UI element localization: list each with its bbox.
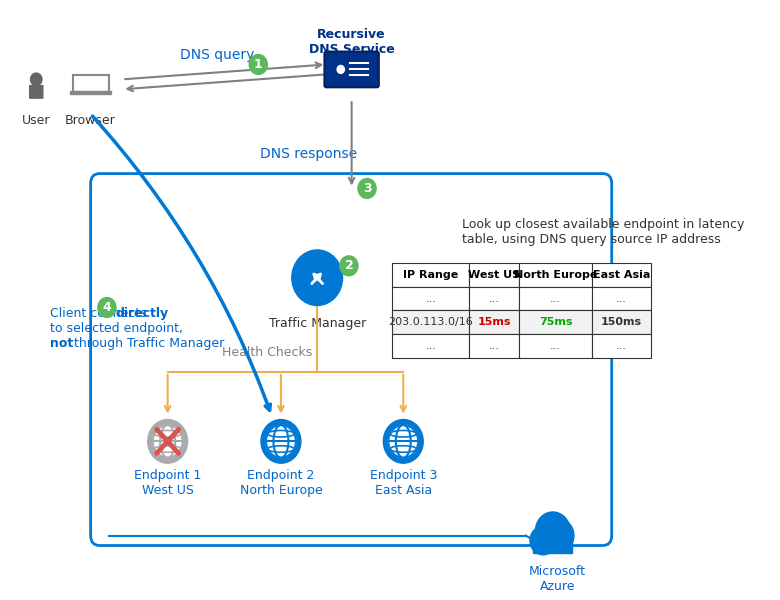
Text: Endpoint 3
East Asia: Endpoint 3 East Asia [370, 469, 437, 497]
Circle shape [147, 419, 188, 463]
Text: DNS query: DNS query [180, 47, 255, 62]
Text: 4: 4 [102, 301, 112, 314]
Bar [592, 334, 651, 358]
Text: ...: ... [550, 293, 561, 304]
Text: Client connects: Client connects [50, 307, 151, 320]
Circle shape [535, 512, 570, 550]
Text: Endpoint 2
North Europe: Endpoint 2 North Europe [239, 469, 322, 497]
Text: through Traffic Manager: through Traffic Manager [69, 337, 224, 350]
Text: 1: 1 [254, 58, 263, 71]
Text: User: User [22, 114, 51, 127]
Text: Health Checks: Health Checks [222, 346, 313, 359]
FancyBboxPatch shape [534, 541, 573, 553]
Text: Traffic Manager: Traffic Manager [268, 317, 366, 331]
Bar [470, 334, 519, 358]
Circle shape [30, 73, 42, 86]
Text: IP Range: IP Range [403, 270, 459, 280]
Circle shape [337, 65, 345, 73]
FancyBboxPatch shape [90, 173, 612, 545]
Bar [470, 263, 519, 287]
Text: 3: 3 [363, 182, 371, 195]
Circle shape [261, 419, 301, 463]
Text: Endpoint 1
West US: Endpoint 1 West US [134, 469, 201, 497]
Text: not: not [50, 337, 73, 350]
FancyBboxPatch shape [73, 76, 108, 92]
Circle shape [530, 526, 556, 555]
Text: 15ms: 15ms [477, 317, 511, 328]
Circle shape [383, 419, 424, 463]
Text: 75ms: 75ms [539, 317, 573, 328]
Bar [392, 334, 470, 358]
Text: North Europe: North Europe [514, 270, 597, 280]
Circle shape [250, 55, 268, 74]
Text: Recursive
DNS Service: Recursive DNS Service [309, 28, 395, 56]
Text: DNS response: DNS response [260, 147, 356, 161]
Text: Microsoft
Azure: Microsoft Azure [529, 565, 586, 593]
Bar [470, 287, 519, 310]
Circle shape [340, 256, 358, 276]
Bar [519, 334, 592, 358]
Bar [470, 310, 519, 334]
Text: ...: ... [425, 341, 436, 351]
Bar [392, 263, 470, 287]
Bar [592, 287, 651, 310]
Bar [519, 263, 592, 287]
Text: West US: West US [468, 270, 520, 280]
Text: East Asia: East Asia [593, 270, 650, 280]
Bar [392, 287, 470, 310]
FancyBboxPatch shape [324, 52, 379, 87]
Bar [392, 310, 470, 334]
Circle shape [292, 250, 342, 305]
Text: ...: ... [489, 341, 500, 351]
Bar [519, 310, 592, 334]
Bar [519, 287, 592, 310]
Text: directly: directly [115, 307, 168, 320]
FancyBboxPatch shape [70, 91, 112, 94]
Text: Browser: Browser [66, 114, 116, 127]
Text: Look up closest available endpoint in latency
table, using DNS query source IP a: Look up closest available endpoint in la… [463, 218, 745, 246]
Text: ...: ... [489, 293, 500, 304]
Circle shape [358, 179, 376, 199]
Text: 203.0.113.0/16: 203.0.113.0/16 [388, 317, 473, 328]
Bar [592, 263, 651, 287]
Circle shape [266, 425, 296, 458]
Text: ...: ... [425, 293, 436, 304]
Circle shape [98, 298, 116, 317]
Text: to selected endpoint,: to selected endpoint, [50, 322, 183, 335]
Text: ...: ... [550, 341, 561, 351]
Text: ...: ... [615, 341, 626, 351]
Bar [592, 310, 651, 334]
Text: 150ms: 150ms [601, 317, 642, 328]
Text: ...: ... [615, 293, 626, 304]
FancyBboxPatch shape [30, 86, 43, 98]
Circle shape [544, 519, 574, 552]
Circle shape [388, 425, 418, 458]
Circle shape [153, 425, 183, 458]
Text: 2: 2 [345, 259, 353, 272]
